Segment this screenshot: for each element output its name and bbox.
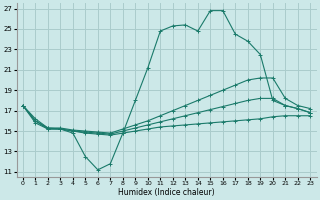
- X-axis label: Humidex (Indice chaleur): Humidex (Indice chaleur): [118, 188, 215, 197]
